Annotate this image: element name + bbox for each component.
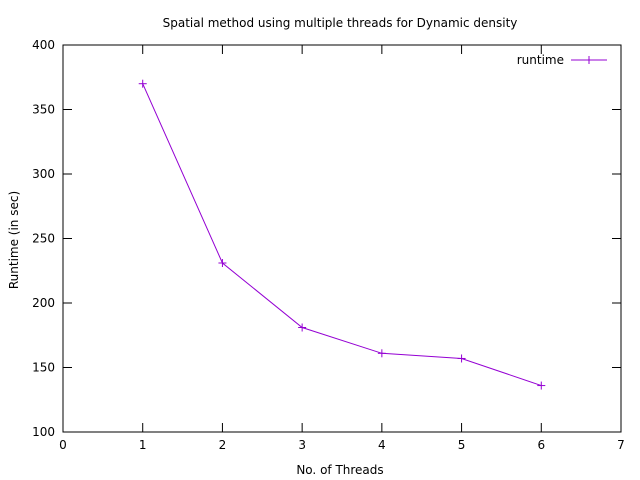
series-line-runtime [142, 83, 542, 387]
y-axis-ticks: 100 150 200 250 300 350 400 [32, 38, 621, 439]
data-point-marker [298, 323, 307, 332]
series-layer [138, 79, 546, 390]
data-point-marker [138, 79, 147, 88]
x-tick-label: 3 [298, 438, 306, 452]
x-axis-label: No. of Threads [296, 463, 383, 477]
plot-frame [62, 44, 622, 433]
y-axis-label: Runtime (in sec) [7, 191, 21, 289]
y-tick-label: 150 [32, 361, 55, 375]
data-point-marker [218, 259, 227, 268]
legend: runtime [517, 53, 607, 67]
x-tick-label: 7 [617, 438, 625, 452]
y-tick-label: 400 [32, 38, 55, 52]
y-tick-label: 100 [32, 425, 55, 439]
data-point-marker [377, 349, 386, 358]
x-tick-label: 0 [59, 438, 67, 452]
legend-marker [585, 56, 593, 64]
y-tick-label: 300 [32, 167, 55, 181]
x-tick-label: 1 [139, 438, 147, 452]
legend-label-runtime: runtime [517, 53, 564, 67]
x-tick-label: 6 [537, 438, 545, 452]
data-point-marker [537, 381, 546, 390]
chart-title: Spatial method using multiple threads fo… [163, 16, 518, 30]
x-tick-label: 5 [458, 438, 466, 452]
x-tick-label: 4 [378, 438, 386, 452]
data-point-marker [457, 354, 466, 363]
y-tick-label: 250 [32, 232, 55, 246]
y-tick-label: 350 [32, 103, 55, 117]
x-axis-ticks: 0 1 2 3 4 5 6 7 [59, 45, 625, 452]
x-tick-label: 2 [219, 438, 227, 452]
y-tick-label: 200 [32, 296, 55, 310]
